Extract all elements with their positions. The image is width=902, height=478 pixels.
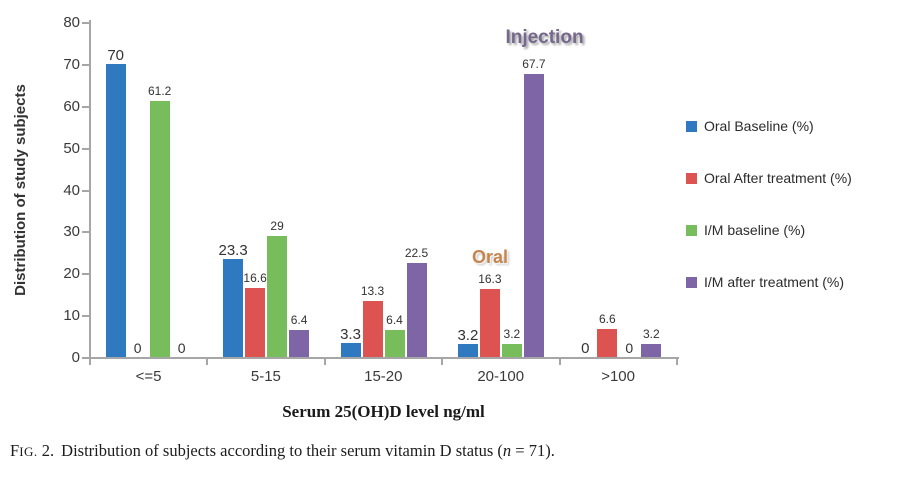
bar-value-label: 0 <box>581 340 590 357</box>
legend-label: I/M baseline (%) <box>704 222 806 238</box>
legend-swatch <box>686 120 697 132</box>
x-category-label: >100 <box>601 368 635 385</box>
caption-tail: = 71). <box>515 441 555 460</box>
y-tick-label: 50 <box>63 139 80 157</box>
x-category-label: 5-15 <box>250 368 281 385</box>
caption-number: 2. <box>41 441 55 460</box>
bar <box>501 343 522 357</box>
bar-value-label: 16.3 <box>478 271 502 286</box>
x-category-label: 20-100 <box>477 368 525 385</box>
bar <box>479 288 500 357</box>
y-tick-label: 40 <box>63 181 80 199</box>
bar <box>245 287 266 357</box>
annotation-injection: Injection <box>505 27 584 48</box>
bar-value-label: 13.3 <box>360 284 385 299</box>
plot-area: 70 23.3 3.3 3.2 0 0 16.6 13.3 16.3 6.6 61.2 29 6.4 3.… <box>90 22 677 357</box>
bar-value-label: 22.5 <box>404 245 429 260</box>
bar-value-label: 3.3 <box>340 326 361 344</box>
caption-fig-f: F <box>10 441 20 460</box>
bar-value-label: 6.6 <box>598 312 616 327</box>
bar-value-label: 6.4 <box>290 313 308 328</box>
bar-value-label: 29 <box>270 218 284 233</box>
legend-swatch <box>686 172 697 184</box>
y-axis-tick <box>82 357 90 359</box>
x-category-label: <=5 <box>135 368 162 385</box>
y-tick-label: 10 <box>63 307 80 325</box>
bar <box>597 329 618 357</box>
bar-value-label: 6.4 <box>386 313 403 328</box>
legend-item: Oral Baseline (%) <box>686 118 898 134</box>
bar <box>384 330 405 357</box>
bar-value-label: 0 <box>133 340 142 356</box>
y-tick-label: 60 <box>63 97 80 115</box>
x-axis-title: Serum 25(OH)D level ng/ml <box>282 402 485 421</box>
y-tick-label: 70 <box>63 55 80 73</box>
bar <box>267 235 288 357</box>
bar <box>523 73 544 357</box>
bar <box>149 100 170 357</box>
caption-fig-ig: IG. <box>19 444 38 459</box>
y-axis-tick <box>82 231 90 234</box>
x-axis-tick <box>206 358 209 365</box>
bar <box>406 262 427 357</box>
legend-swatch <box>686 276 697 288</box>
bar-value-label: 3.2 <box>503 326 521 341</box>
bar-value-label: 16.6 <box>243 270 267 285</box>
bar <box>641 343 662 357</box>
y-tick-label: 80 <box>63 14 80 31</box>
y-axis-tick <box>82 63 90 66</box>
bar-value-label: 3.2 <box>642 326 660 341</box>
x-axis-tick <box>676 358 678 365</box>
y-axis-tick <box>82 273 90 276</box>
bar <box>362 301 383 357</box>
legend: Oral Baseline (%) Oral After treatment (%… <box>686 118 898 326</box>
annotation-oral: Oral <box>471 247 509 267</box>
bar-value-label: 0 <box>177 340 186 356</box>
y-axis-title: Distribution of study subjects <box>12 84 29 296</box>
bar-value-label: 3.2 <box>457 326 479 344</box>
legend-item: I/M after treatment (%) <box>686 274 898 290</box>
bar <box>105 63 126 357</box>
caption-n-variable: n <box>502 441 512 460</box>
x-axis-tick <box>323 358 326 365</box>
x-axis-tick <box>558 358 561 365</box>
bar-value-label: 70 <box>107 46 125 64</box>
legend-label: Oral After treatment (%) <box>704 170 852 186</box>
y-axis-tick <box>82 189 90 192</box>
y-tick-label: 20 <box>63 265 80 283</box>
y-axis-tick <box>82 147 90 150</box>
bar-value-label: 61.2 <box>148 83 172 98</box>
bar-value-label: 0 <box>625 340 634 356</box>
x-axis-tick <box>441 358 444 365</box>
caption-body: Distribution of subjects according to th… <box>61 441 503 460</box>
x-axis-tick <box>89 358 91 365</box>
y-axis-tick <box>82 315 90 318</box>
bar-value-label: 23.3 <box>218 242 248 260</box>
bar <box>223 259 244 357</box>
bar-value-label: 67.7 <box>522 56 546 71</box>
x-axis-line <box>89 357 679 359</box>
bar <box>340 343 361 357</box>
y-axis-tick <box>82 22 90 24</box>
bar <box>289 330 310 357</box>
legend-label: Oral Baseline (%) <box>704 118 814 134</box>
figure-caption: FIG. 2. Distribution of subjects accordin… <box>10 441 890 461</box>
legend-label: I/M after treatment (%) <box>704 274 845 290</box>
y-axis-line <box>89 20 91 359</box>
y-tick-label: 30 <box>63 223 80 241</box>
legend-item: Oral After treatment (%) <box>686 170 898 186</box>
legend-swatch <box>686 224 697 236</box>
bar <box>457 343 478 357</box>
y-axis-tick <box>82 105 90 108</box>
x-category-label: 15-20 <box>364 368 403 385</box>
y-tick-label: 0 <box>71 349 80 366</box>
legend-item: I/M baseline (%) <box>686 222 898 238</box>
